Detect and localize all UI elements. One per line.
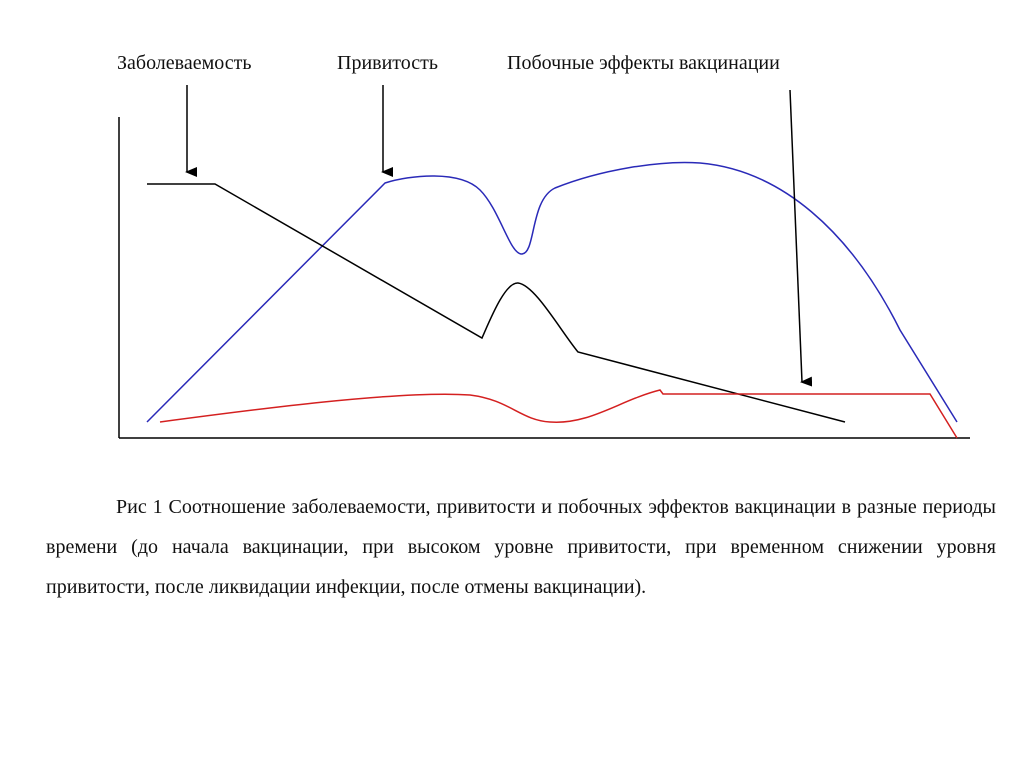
- incidence-curve: [147, 183, 846, 423]
- label-incidence: Заболеваемость: [117, 52, 252, 74]
- side-effects-curve: [159, 389, 958, 439]
- label-vaccination-coverage: Привитость: [337, 52, 439, 74]
- label-side-effects: Побочные эффекты вакцинации: [507, 52, 780, 74]
- figure-caption: Рис 1 Соотношение заболеваемости, привит…: [46, 496, 996, 598]
- vaccination-coverage-curve: [146, 161, 958, 423]
- arrow-side-effects: [789, 89, 813, 387]
